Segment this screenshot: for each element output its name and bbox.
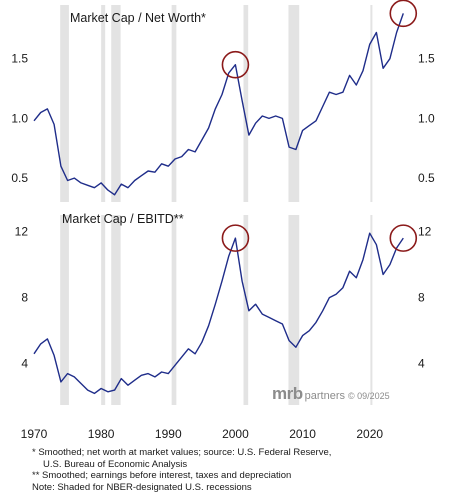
recession-band — [101, 215, 106, 405]
top-panel-net-worth: Market Cap / Net Worth* 0.5 0.5 1.0 1.0 1.5 1… — [11, 0, 435, 202]
highlight-circle — [221, 224, 250, 252]
recession-band — [370, 5, 373, 202]
recession-band — [288, 5, 300, 202]
y-tick-label-right: 0.5 — [418, 171, 435, 185]
y-tick-label-right: 8 — [418, 291, 425, 305]
x-tick-label: 1970 — [21, 427, 48, 441]
recession-band — [60, 215, 69, 405]
recession-band — [101, 5, 106, 202]
recession-band — [288, 215, 300, 405]
bottom-panel-title: Market Cap / EBITD** — [62, 212, 184, 226]
recession-band — [111, 5, 121, 202]
highlight-circle — [389, 224, 418, 252]
x-axis: 1970 1980 1990 2000 2010 2020 — [21, 427, 384, 441]
recession-band — [60, 5, 69, 202]
footnotes: * Smoothed; net worth at market values; … — [32, 447, 462, 493]
y-tick-label-left: 4 — [21, 357, 28, 371]
x-tick-label: 1990 — [155, 427, 182, 441]
y-tick-label-left: 1.0 — [11, 111, 28, 125]
x-tick-label: 1980 — [88, 427, 115, 441]
brand-suffix: partners — [304, 390, 345, 402]
recession-band — [370, 215, 373, 405]
y-tick-label-right: 1.5 — [418, 52, 435, 66]
highlight-circle — [221, 50, 250, 79]
recession-band — [243, 215, 249, 405]
y-tick-label-left: 8 — [21, 291, 28, 305]
brand-name: mrb — [272, 384, 303, 403]
bottom-panel-ebitd: Market Cap / EBITD** 4 4 8 8 12 12 — [15, 212, 432, 405]
brand-date: © 09/2025 — [347, 391, 390, 401]
footnote-1: * Smoothed; net worth at market values; … — [32, 447, 332, 458]
footnote-2: ** Smoothed; earnings before interest, t… — [32, 470, 292, 482]
y-tick-label-right: 12 — [418, 225, 432, 239]
top-panel-title: Market Cap / Net Worth* — [70, 11, 206, 25]
x-tick-label: 2000 — [222, 427, 249, 441]
y-tick-label-left: 1.5 — [11, 52, 28, 66]
chart-area: Market Cap / Net Worth* 0.5 0.5 1.0 1.0 1.5 1… — [11, 0, 435, 441]
x-tick-label: 2020 — [356, 427, 383, 441]
footnote-note: Note: Shaded for NBER-designated U.S. re… — [32, 481, 252, 493]
y-tick-label-right: 4 — [418, 357, 425, 371]
x-tick-label: 2010 — [289, 427, 316, 441]
recession-band — [111, 215, 121, 405]
y-tick-label-right: 1.0 — [418, 111, 435, 125]
highlight-circle — [389, 0, 418, 28]
recession-band — [243, 5, 249, 202]
series-line — [33, 13, 404, 196]
footnote-1-cont: U.S. Bureau of Economic Analysis — [43, 458, 188, 470]
recession-band — [171, 215, 177, 405]
recession-band — [171, 5, 177, 202]
series-line — [33, 232, 404, 395]
brand-watermark: mrb partners © 09/2025 — [272, 384, 432, 406]
y-tick-label-left: 0.5 — [11, 171, 28, 185]
y-tick-label-left: 12 — [15, 225, 29, 239]
